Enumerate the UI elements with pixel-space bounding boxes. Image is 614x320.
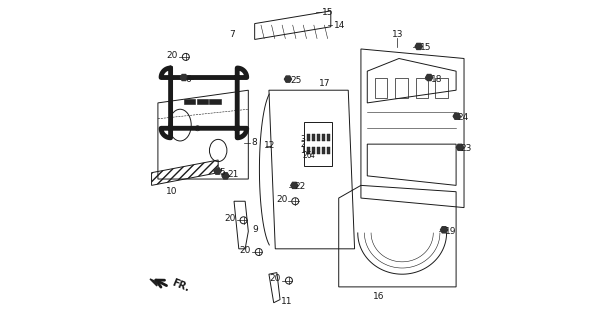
- Text: 12: 12: [264, 141, 276, 150]
- Bar: [184, 99, 195, 104]
- Text: 21: 21: [227, 170, 238, 179]
- Text: 2: 2: [300, 140, 305, 149]
- Text: 18: 18: [430, 75, 442, 84]
- Polygon shape: [456, 144, 464, 150]
- Text: 4: 4: [309, 151, 314, 160]
- Bar: [395, 77, 408, 98]
- Polygon shape: [150, 279, 157, 286]
- Polygon shape: [222, 173, 229, 179]
- Polygon shape: [284, 76, 292, 82]
- Text: 14: 14: [334, 21, 345, 30]
- Text: 3: 3: [300, 135, 305, 144]
- Bar: [322, 134, 325, 141]
- Text: 20: 20: [276, 195, 287, 204]
- Bar: [375, 77, 387, 98]
- Bar: [435, 77, 448, 98]
- Text: 15: 15: [419, 43, 431, 52]
- Bar: [307, 134, 310, 141]
- Text: 8: 8: [252, 138, 257, 147]
- Bar: [327, 134, 330, 141]
- Text: 7: 7: [229, 30, 235, 39]
- Bar: [316, 147, 320, 154]
- Text: 17: 17: [319, 79, 330, 88]
- Bar: [304, 122, 332, 166]
- Text: 22: 22: [294, 182, 306, 191]
- Polygon shape: [181, 75, 187, 81]
- Text: 26: 26: [302, 151, 312, 160]
- Polygon shape: [441, 227, 448, 233]
- Text: 25: 25: [290, 76, 302, 85]
- Text: 6: 6: [186, 75, 192, 84]
- Bar: [327, 147, 330, 154]
- Text: 20: 20: [224, 214, 236, 223]
- Text: 20: 20: [166, 51, 178, 60]
- Text: 20: 20: [270, 275, 281, 284]
- Bar: [312, 147, 315, 154]
- Text: 11: 11: [281, 297, 292, 306]
- Bar: [416, 77, 429, 98]
- Text: 1: 1: [300, 146, 305, 155]
- Bar: [316, 134, 320, 141]
- Text: 13: 13: [392, 30, 403, 39]
- Text: 23: 23: [461, 144, 472, 153]
- Bar: [307, 147, 310, 154]
- Text: 15: 15: [322, 8, 334, 17]
- Text: 9: 9: [252, 225, 258, 234]
- Text: FR.: FR.: [171, 278, 191, 294]
- Bar: [312, 134, 315, 141]
- Polygon shape: [214, 168, 221, 174]
- Bar: [196, 99, 208, 104]
- Text: 20: 20: [239, 246, 251, 255]
- Text: 10: 10: [166, 187, 177, 196]
- Text: 16: 16: [373, 292, 384, 301]
- Bar: [322, 147, 325, 154]
- Bar: [209, 99, 220, 104]
- Polygon shape: [415, 44, 422, 50]
- Text: 24: 24: [457, 113, 469, 122]
- Polygon shape: [426, 75, 433, 81]
- Text: 5: 5: [219, 168, 225, 177]
- Polygon shape: [453, 113, 460, 119]
- Polygon shape: [291, 182, 298, 188]
- Text: 19: 19: [445, 227, 456, 236]
